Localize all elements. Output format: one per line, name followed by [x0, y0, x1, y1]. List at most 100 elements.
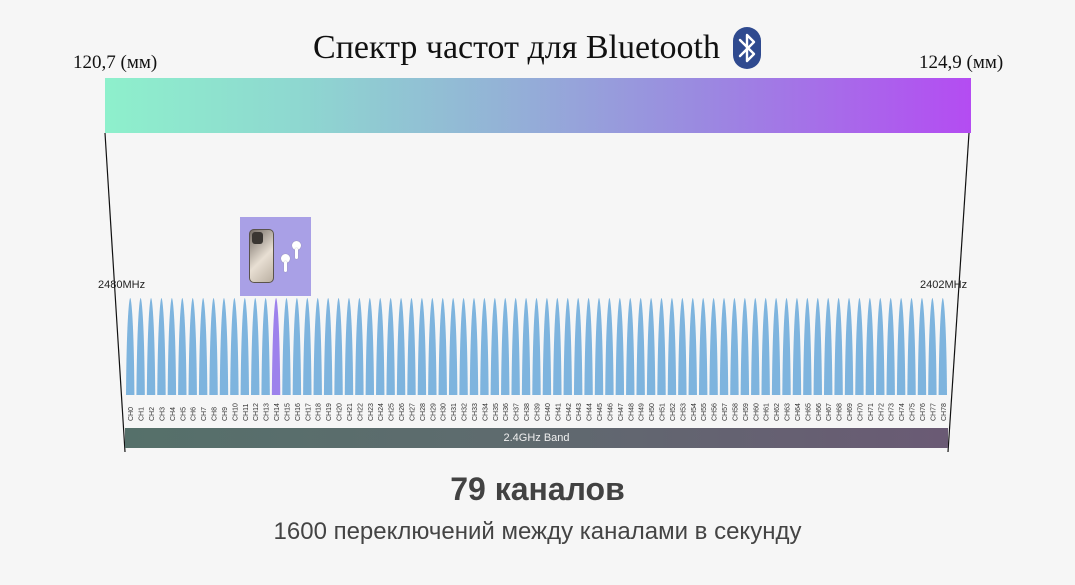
channel-label-ch21: CH21: [347, 403, 354, 421]
channel-label-ch61: CH61: [764, 403, 771, 421]
channel-label-ch47: CH47: [618, 403, 625, 421]
channel-peak-ch5: [178, 298, 187, 395]
channel-label-ch13: CH13: [264, 403, 271, 421]
channel-label-ch75: CH75: [910, 403, 917, 421]
channel-peak-ch15: [282, 298, 291, 395]
channel-peak-ch72: [876, 298, 885, 395]
channel-peak-ch47: [615, 298, 625, 395]
channel-label-ch12: CH12: [253, 403, 260, 421]
channel-label-ch56: CH56: [712, 403, 719, 421]
earbud-second-icon: [281, 254, 290, 272]
channel-label-ch20: CH20: [337, 403, 344, 421]
channel-peak-ch60: [751, 298, 760, 395]
frequency-left-label: 2480MHz: [98, 279, 146, 291]
channel-label-ch39: CH39: [535, 403, 542, 421]
channel-peak-ch20: [334, 298, 343, 395]
channel-label-ch66: CH66: [816, 403, 823, 421]
channel-label-ch7: CH7: [201, 407, 208, 421]
channel-label-ch63: CH63: [785, 403, 792, 421]
channel-peak-ch22: [355, 298, 364, 395]
channel-label-ch29: CH29: [430, 403, 437, 421]
channel-peak-ch39: [532, 298, 541, 395]
channel-label-ch65: CH65: [805, 403, 812, 421]
channel-label-ch52: CH52: [670, 403, 677, 421]
channel-peak-ch2: [146, 298, 156, 395]
channel-peak-ch18: [313, 298, 322, 395]
channel-label-ch23: CH23: [368, 403, 375, 421]
channel-label-ch19: CH19: [326, 403, 333, 421]
channel-label-ch15: CH15: [284, 403, 291, 421]
channel-peak-ch30: [438, 298, 447, 395]
channel-label-ch51: CH51: [660, 403, 667, 421]
channel-peak-ch48: [626, 298, 635, 395]
channel-label-ch24: CH24: [378, 403, 385, 421]
channel-peak-ch33: [469, 298, 479, 395]
channel-peak-ch75: [907, 298, 916, 395]
channel-peak-ch51: [657, 298, 666, 395]
channel-label-ch49: CH49: [639, 403, 646, 421]
channel-label-ch40: CH40: [545, 403, 552, 421]
channel-label-ch8: CH8: [212, 407, 219, 421]
channel-peak-ch21: [344, 298, 354, 395]
channel-peak-ch77: [928, 298, 937, 395]
channel-label-ch60: CH60: [753, 403, 760, 421]
channel-label-ch55: CH55: [701, 403, 708, 421]
channel-peak-ch26: [396, 298, 406, 395]
channel-label-ch67: CH67: [826, 403, 833, 421]
channel-label-ch37: CH37: [514, 403, 521, 421]
channel-peak-ch7: [198, 298, 208, 395]
channel-peak-ch78: [938, 298, 947, 395]
channel-peak-ch13: [261, 298, 270, 395]
channel-peak-ch11: [240, 298, 250, 395]
channel-label-ch68: CH68: [837, 403, 844, 421]
channel-label-ch48: CH48: [628, 403, 635, 421]
wavelength-right-label: 124,9 (мм): [919, 52, 1004, 73]
channel-label-ch70: CH70: [857, 403, 864, 421]
channel-peak-ch56: [709, 298, 718, 395]
channel-label-ch2: CH2: [149, 407, 156, 421]
channel-label-ch5: CH5: [180, 407, 187, 421]
channel-label-ch71: CH71: [868, 403, 875, 421]
channel-label-ch38: CH38: [524, 403, 531, 421]
channel-peak-ch19: [323, 298, 333, 395]
channel-label-ch26: CH26: [399, 403, 406, 421]
channel-label-ch45: CH45: [597, 403, 604, 421]
bluetooth-icon: [732, 27, 761, 69]
wavelength-left-label: 120,7 (мм): [73, 52, 158, 73]
channel-label-ch43: CH43: [576, 403, 583, 421]
channel-label-ch35: CH35: [493, 403, 500, 421]
channel-label-ch9: CH9: [222, 407, 229, 421]
channel-peak-ch37: [511, 298, 520, 395]
band-bar: 2.4GHz Band: [125, 428, 948, 448]
title-text: Спектр частот для Bluetooth: [313, 29, 720, 66]
channel-label-ch1: CH1: [139, 407, 146, 421]
channel-label-ch28: CH28: [420, 403, 427, 421]
channel-label-ch58: CH58: [732, 403, 739, 421]
channel-label-ch59: CH59: [743, 403, 750, 421]
channel-peak-ch53: [678, 298, 687, 395]
channel-label-ch44: CH44: [587, 403, 594, 421]
channel-label-ch34: CH34: [482, 403, 489, 421]
page-title: Спектр частот для Bluetooth: [0, 26, 1075, 70]
channel-peak-ch65: [803, 298, 812, 395]
channel-peak-ch31: [448, 298, 458, 395]
channel-peak-ch50: [646, 298, 656, 395]
channel-label-ch42: CH42: [566, 403, 573, 421]
channel-peak-ch34: [480, 298, 489, 395]
channel-label-ch64: CH64: [795, 403, 802, 421]
channel-peak-ch41: [553, 298, 562, 395]
channel-peak-ch12: [251, 298, 260, 395]
channel-label-ch57: CH57: [722, 403, 729, 421]
channel-label-ch18: CH18: [316, 403, 323, 421]
channel-peak-ch9: [219, 298, 229, 395]
channel-peak-ch0: [126, 298, 135, 395]
channel-count-headline: 79 каналов: [450, 471, 625, 507]
channel-peak-ch70: [855, 298, 864, 395]
channel-label-ch4: CH4: [170, 407, 177, 421]
channel-peak-ch38: [521, 298, 531, 395]
channel-label-ch25: CH25: [389, 403, 396, 421]
channel-peak-ch4: [167, 298, 177, 395]
channel-label-ch62: CH62: [774, 403, 781, 421]
channel-label-ch17: CH17: [305, 403, 312, 421]
